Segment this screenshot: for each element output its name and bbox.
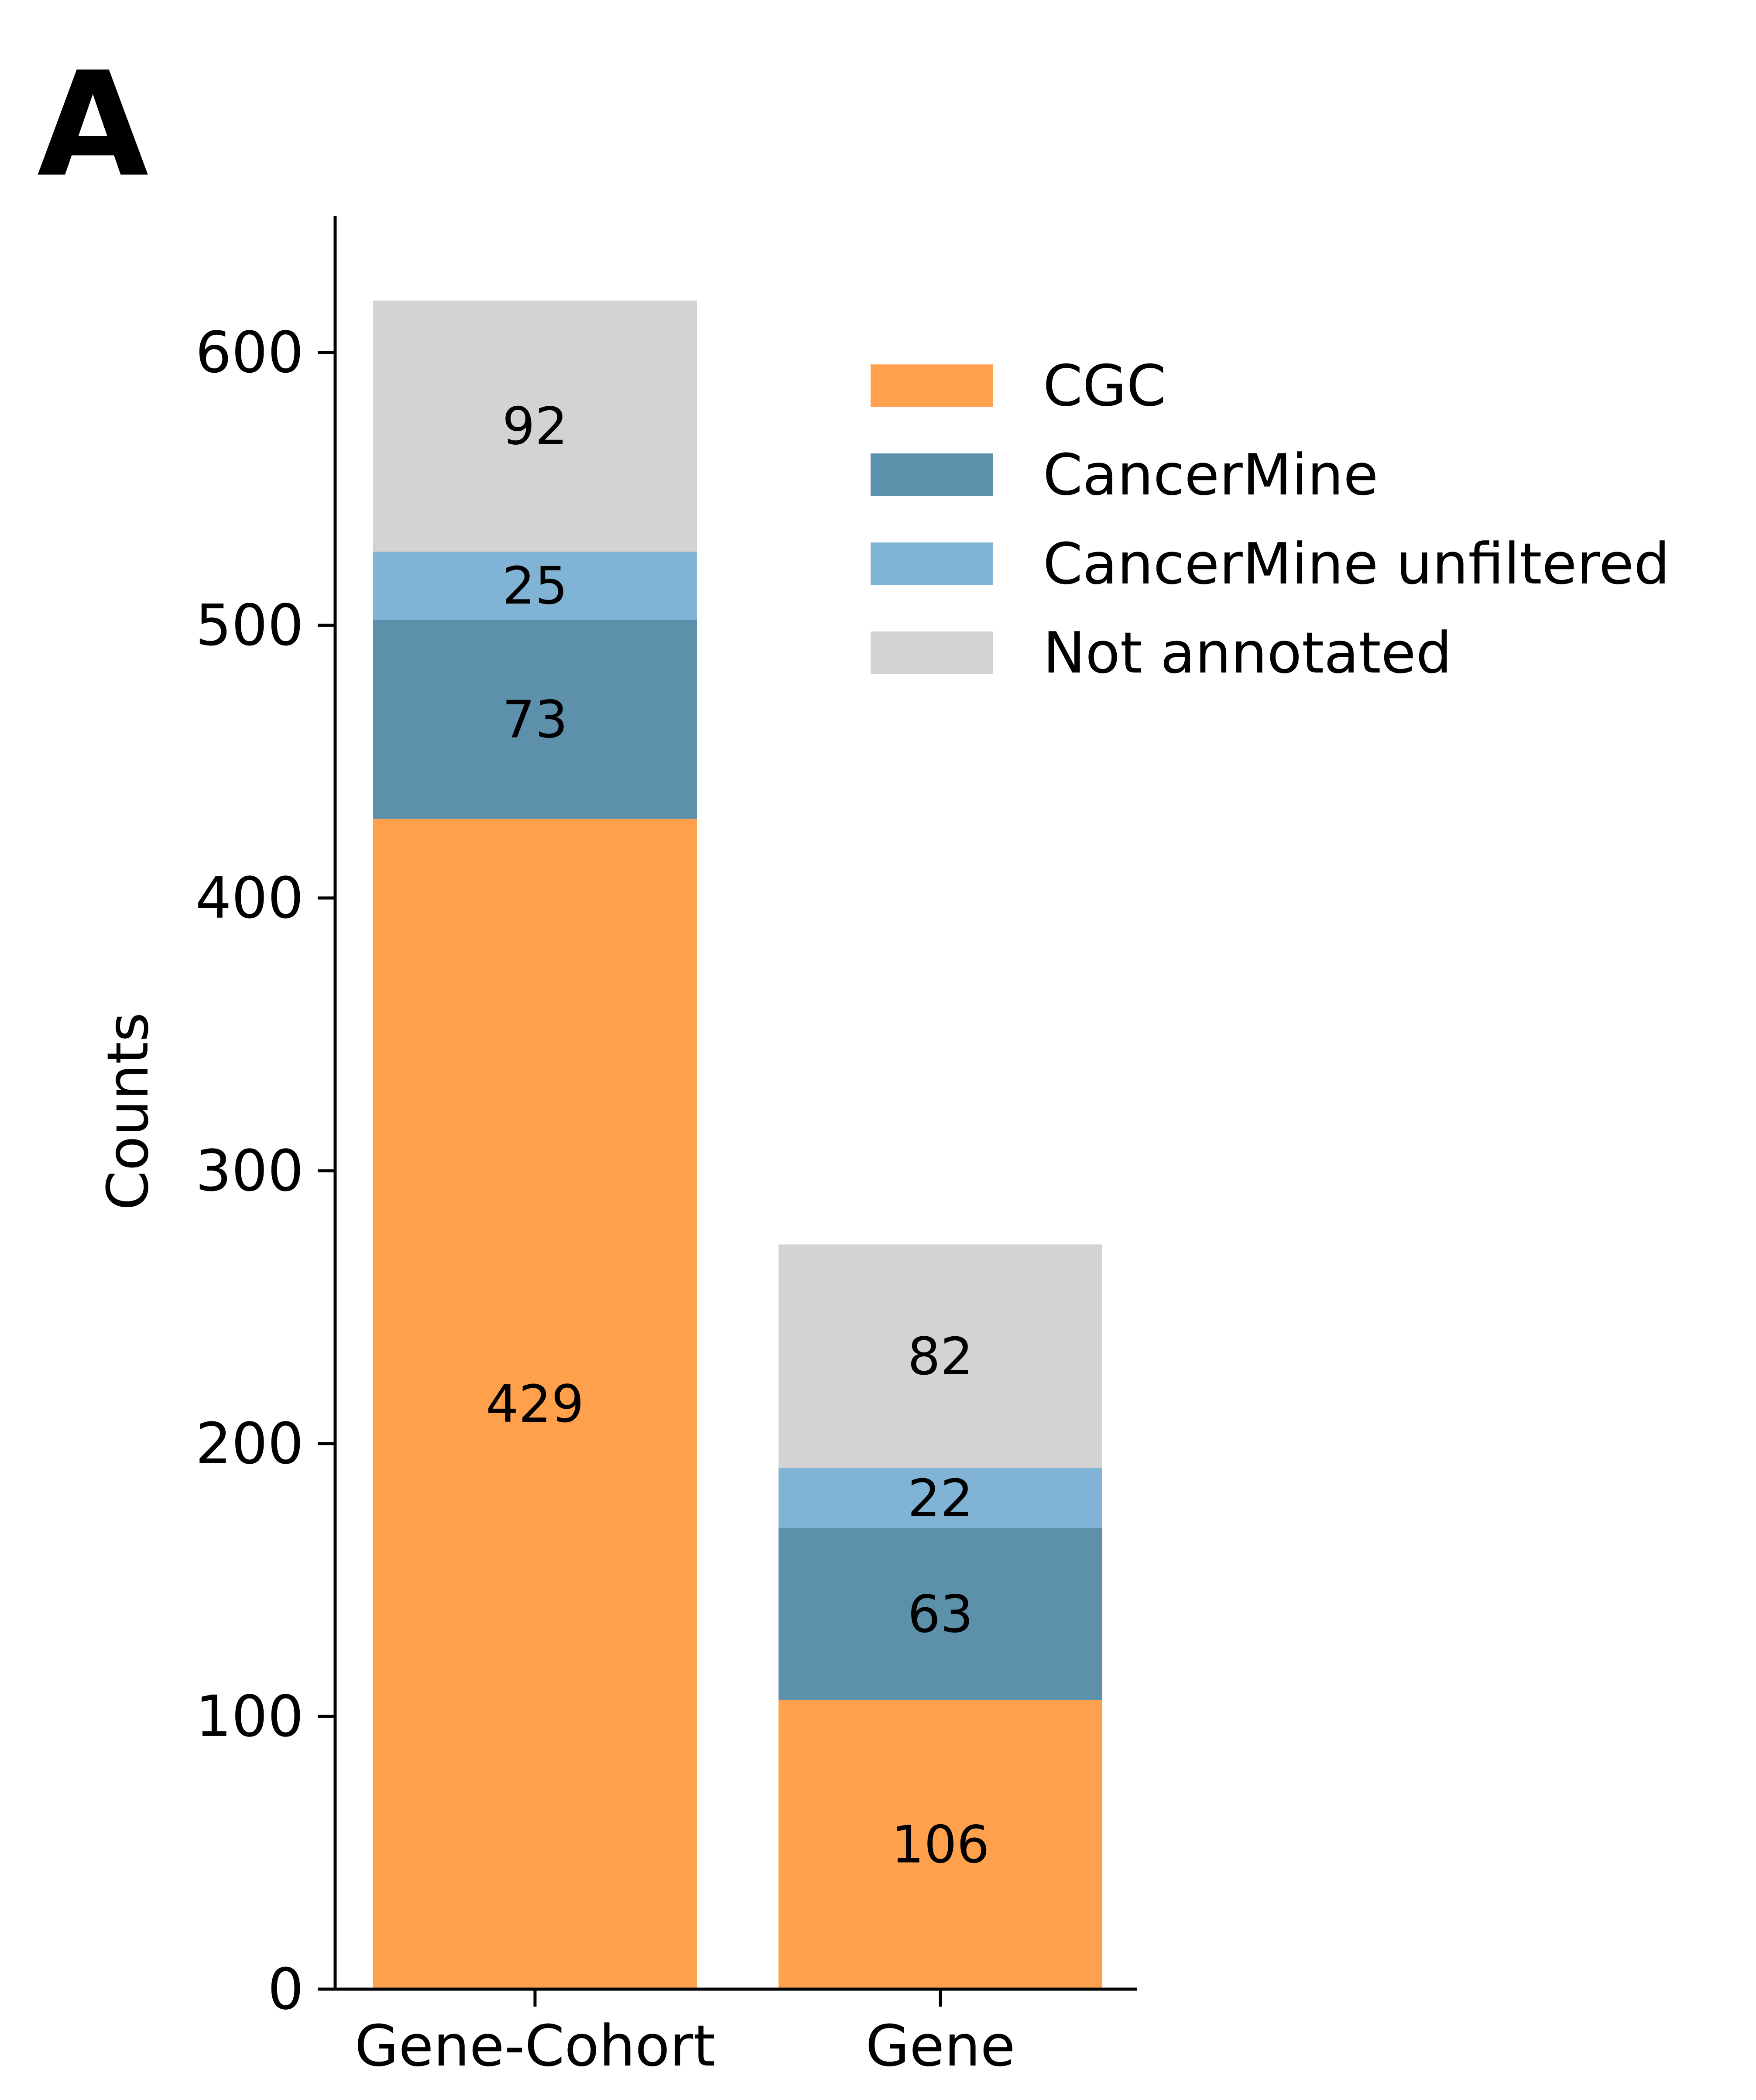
bar-gene-cohort-cancermine	[373, 620, 697, 819]
data-label-gene-cohort-cancermine: 73	[502, 689, 568, 749]
bar-gene-cohort-not-annotated	[373, 300, 697, 552]
legend-swatch-cancermine-unfiltered	[871, 542, 993, 585]
y-tick-label: 300	[195, 1138, 304, 1204]
bar-gene-cancermine-unfiltered	[779, 1468, 1102, 1528]
data-label-gene-not-annotated: 82	[908, 1326, 973, 1386]
bar-gene-cohort-cgc	[373, 819, 697, 1990]
panel-letter: A	[37, 41, 150, 209]
data-label-gene-cohort-cgc: 429	[486, 1374, 584, 1434]
legend-label-cancermine: CancerMine	[1043, 442, 1378, 508]
x-tick-label-gene-cohort: Gene-Cohort	[355, 2013, 716, 2079]
y-tick-label: 400	[195, 865, 304, 931]
bar-gene-cohort-cancermine-unfiltered	[373, 551, 697, 620]
data-labels-layer: 429 73 25 92 106 63 22 82	[486, 396, 989, 1874]
y-tick-label: 100	[195, 1683, 304, 1750]
data-label-gene-cohort-cancermine-unfiltered: 25	[502, 556, 568, 616]
legend-swatch-cgc	[871, 364, 993, 407]
legend-label-not-annotated: Not annotated	[1043, 620, 1452, 686]
bar-gene-cgc	[779, 1700, 1102, 1989]
y-tick-label: 500	[195, 592, 304, 659]
bar-gene-cancermine	[779, 1528, 1102, 1700]
data-label-gene-cohort-not-annotated: 92	[502, 396, 568, 456]
legend-swatch-not-annotated	[871, 631, 993, 674]
y-axis-label: Counts	[95, 1012, 161, 1211]
data-label-gene-cgc: 106	[891, 1815, 989, 1875]
legend-swatch-cancermine	[871, 453, 993, 496]
legend-label-cgc: CGC	[1043, 353, 1166, 419]
axes-layer: 0 100 200 300 400 500 600 Gene-Cohort Gene Counts	[95, 216, 1137, 2079]
data-label-gene-cancermine-unfiltered: 22	[908, 1468, 973, 1528]
bar-gene-not-annotated	[779, 1244, 1102, 1469]
data-label-gene-cancermine: 63	[908, 1584, 973, 1644]
y-tick-label: 0	[268, 1956, 304, 2022]
y-tick-label: 200	[195, 1410, 304, 1477]
x-tick-label-gene: Gene	[865, 2013, 1015, 2079]
y-tick-label: 600	[195, 319, 304, 386]
legend-label-cancermine-unfiltered: CancerMine unfiltered	[1043, 531, 1670, 597]
legend: CGC CancerMine CancerMine unfiltered Not an…	[871, 353, 1670, 686]
bars-layer	[373, 300, 1102, 1990]
